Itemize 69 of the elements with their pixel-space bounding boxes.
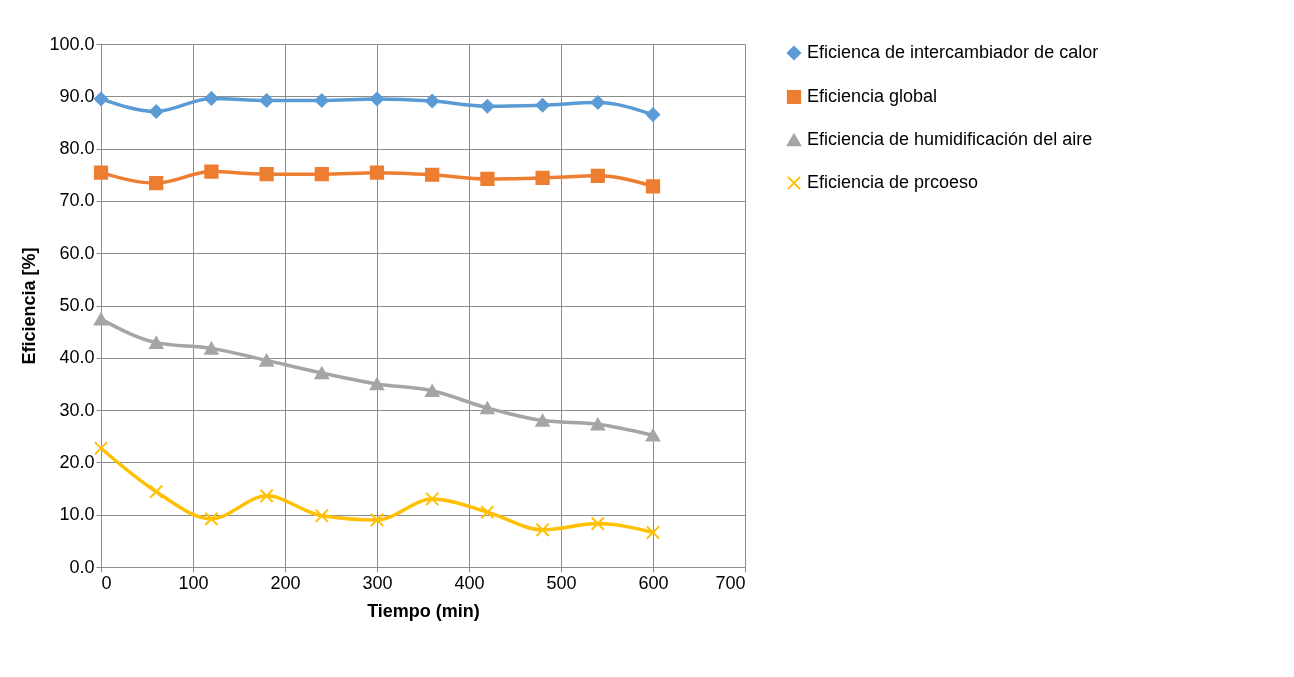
point bbox=[425, 93, 440, 109]
point bbox=[93, 165, 109, 180]
point bbox=[149, 484, 164, 499]
point bbox=[425, 491, 440, 507]
point bbox=[480, 171, 495, 187]
point bbox=[93, 91, 109, 107]
point bbox=[425, 167, 440, 182]
point bbox=[590, 516, 605, 531]
point bbox=[314, 508, 329, 523]
legend-label: Eficiencia de prcoeso bbox=[807, 172, 979, 192]
point bbox=[645, 179, 661, 194]
point bbox=[259, 488, 274, 503]
x-tick-label: 400 bbox=[454, 572, 485, 593]
x-tick-label: 100 bbox=[178, 572, 209, 593]
point bbox=[645, 107, 661, 122]
x-tick-label: 0 bbox=[101, 572, 112, 593]
y-tick-label: 10.0 bbox=[59, 504, 95, 525]
y-tick-label: 90.0 bbox=[59, 85, 95, 106]
point bbox=[535, 414, 550, 427]
point bbox=[314, 93, 329, 108]
point bbox=[93, 312, 109, 326]
point bbox=[259, 93, 274, 108]
point bbox=[425, 384, 440, 398]
point bbox=[369, 165, 385, 180]
y-tick-label: 60.0 bbox=[59, 242, 95, 263]
legend-label: Eficiencia de humidificación del aire bbox=[807, 129, 1093, 149]
y-tick-label: 80.0 bbox=[59, 138, 95, 159]
x-tick-label: 300 bbox=[362, 572, 393, 593]
point bbox=[204, 91, 219, 106]
point bbox=[645, 525, 661, 540]
point bbox=[149, 336, 164, 349]
y-tick-label: 100.0 bbox=[49, 33, 95, 54]
point bbox=[149, 104, 164, 119]
y-tick-label: 70.0 bbox=[59, 190, 95, 211]
y-tick-label: 0.0 bbox=[69, 556, 95, 577]
point bbox=[590, 417, 605, 431]
point bbox=[259, 167, 274, 182]
legend-label: Eficiencia global bbox=[807, 86, 938, 106]
x-axis-title: Tiempo (min) bbox=[367, 600, 480, 621]
point bbox=[204, 342, 219, 355]
point bbox=[535, 522, 550, 537]
y-tick-label: 50.0 bbox=[59, 295, 95, 315]
y-axis-title: Eficiencia [%] bbox=[19, 247, 40, 365]
point bbox=[480, 401, 495, 415]
point bbox=[314, 167, 329, 182]
y-tick-label: 30.0 bbox=[59, 399, 95, 420]
point bbox=[369, 377, 385, 391]
point bbox=[149, 175, 164, 191]
point bbox=[590, 95, 605, 110]
x-tick-label: 600 bbox=[638, 572, 669, 593]
legend-label: Eficienca de intercambiador de calor bbox=[807, 42, 1099, 62]
point bbox=[480, 99, 495, 114]
point bbox=[259, 354, 274, 367]
y-tick-label: 40.0 bbox=[59, 347, 95, 368]
point bbox=[590, 168, 605, 183]
point bbox=[204, 511, 219, 527]
point bbox=[93, 441, 109, 456]
point bbox=[535, 170, 550, 186]
x-tick-label: 500 bbox=[546, 572, 577, 593]
y-tick-label: 20.0 bbox=[59, 451, 95, 472]
point bbox=[369, 512, 385, 528]
point bbox=[535, 98, 550, 113]
x-tick-label: 700 bbox=[715, 572, 746, 593]
point bbox=[369, 91, 385, 107]
point bbox=[314, 366, 329, 380]
point bbox=[204, 164, 219, 179]
point bbox=[480, 504, 495, 520]
x-tick-label: 200 bbox=[270, 572, 301, 593]
point bbox=[645, 428, 661, 442]
